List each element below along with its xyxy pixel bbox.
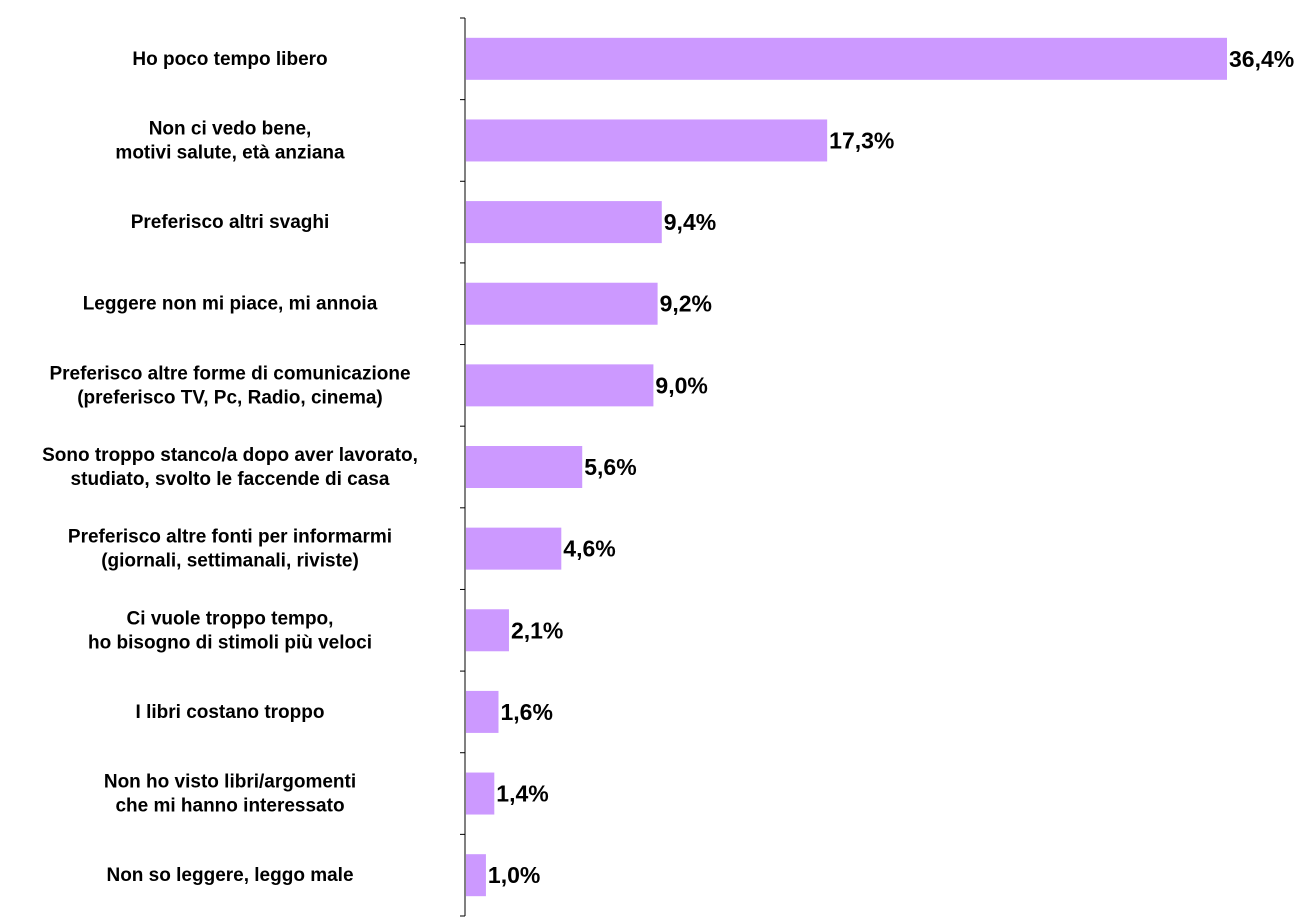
category-label: Preferisco altri svaghi	[131, 212, 330, 233]
category-label: Preferisco altre fonti per informarmi (gi…	[68, 527, 392, 572]
value-label: 9,2%	[660, 291, 712, 317]
category-label-line: Preferisco altri svaghi	[131, 212, 330, 233]
bar	[466, 201, 662, 244]
category-label: Preferisco altre forme di comunicazione (…	[49, 363, 410, 408]
category-label: Non so leggere, leggo male	[106, 865, 353, 886]
value-label: 1,6%	[500, 699, 552, 725]
category-label-line: che mi hanno interessato	[115, 796, 344, 817]
category-label-line: studiato, svolto le faccende di casa	[71, 469, 390, 490]
category-label-line: Sono troppo stanco/a dopo aver lavorato,	[42, 445, 418, 466]
category-label: Leggere non mi piace, mi annoia	[83, 294, 378, 315]
category-label-line: I libri costano troppo	[136, 702, 325, 723]
bar	[466, 37, 1227, 80]
category-label-line: (preferisco TV, Pc, Radio, cinema)	[77, 387, 383, 408]
category-label: Non ci vedo bene, motivi salute, età anzi…	[115, 118, 345, 163]
bar	[466, 690, 499, 733]
value-label: 1,4%	[496, 781, 548, 807]
category-label: Ci vuole troppo tempo, ho bisogno di stim…	[88, 608, 372, 653]
category-label-line: Preferisco altre fonti per informarmi	[68, 527, 392, 548]
category-label-line: Non ho visto libri/argomenti	[104, 772, 356, 793]
bar	[466, 527, 562, 570]
category-label-line: Non ci vedo bene,	[149, 118, 312, 139]
value-label: 9,0%	[655, 372, 707, 398]
value-label: 2,1%	[511, 617, 563, 643]
category-label: Ho poco tempo libero	[132, 49, 327, 70]
bar	[466, 854, 486, 897]
value-label: 1,0%	[488, 862, 540, 888]
value-label: 4,6%	[563, 536, 615, 562]
value-label: 36,4%	[1229, 46, 1294, 72]
category-label-line: Leggere non mi piace, mi annoia	[83, 294, 378, 315]
category-label-line: Ho poco tempo libero	[132, 49, 327, 70]
bar	[466, 446, 583, 488]
bars-group	[466, 37, 1227, 897]
category-label: I libri costano troppo	[136, 702, 325, 723]
category-label-line: Preferisco altre forme di comunicazione	[49, 363, 410, 384]
value-labels: 36,4% 17,3% 9,4% 9,2% 9,0% 5,6% 4,6% 2,1% 1,6% 1,…	[488, 46, 1294, 888]
category-label-line: Ci vuole troppo tempo,	[127, 608, 334, 629]
category-label-line: Non so leggere, leggo male	[106, 865, 353, 886]
category-label-line: ho bisogno di stimoli più veloci	[88, 632, 372, 653]
value-label: 9,4%	[664, 209, 716, 235]
bar	[466, 609, 509, 652]
value-label: 5,6%	[584, 454, 636, 480]
value-label: 17,3%	[829, 127, 894, 153]
category-label-line: (giornali, settimanali, riviste)	[101, 551, 359, 572]
bar	[466, 119, 828, 162]
category-label: Non ho visto libri/argomenti che mi hanno…	[104, 772, 356, 817]
category-labels: Ho poco tempo libero Non ci vedo bene, mot…	[42, 49, 418, 886]
bar	[466, 364, 654, 407]
bar	[466, 772, 495, 815]
category-label-line: motivi salute, età anziana	[115, 142, 345, 163]
category-axis	[460, 17, 466, 917]
category-label: Sono troppo stanco/a dopo aver lavorato,…	[42, 445, 418, 490]
bar	[466, 282, 658, 325]
